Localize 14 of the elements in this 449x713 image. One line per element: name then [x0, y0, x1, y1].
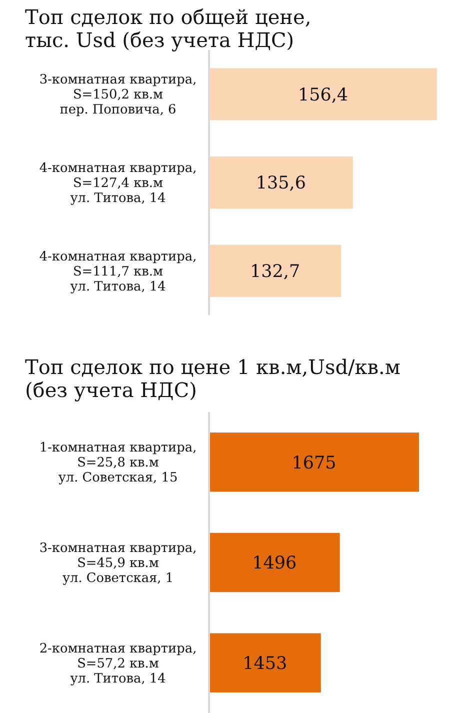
data-label: 135,6	[256, 174, 306, 194]
y-tick-label: 4-комнатная квартира, S=111,7 кв.м ул. Титова, 14	[39, 249, 197, 294]
y-tick-label: 1-комнатная квартира, S=25,8 кв.м ул. Советская, 15	[39, 440, 197, 486]
data-label: 1675	[292, 453, 336, 474]
y-tick-label: 3-комнатная квартира, S=45,9 кв.м ул. Советская, 1	[39, 541, 197, 586]
y-tick-label: 3-комнатная квартира, S=150,2 кв.м пер. Поповича, 6	[39, 72, 197, 118]
chart-title: Топ сделок по цене 1 кв.м,Usd/кв.м (без учета НДС)	[25, 355, 400, 402]
data-label: 156,4	[298, 85, 348, 106]
y-tick-label: 2-комнатная квартира, S=57,2 кв.м ул. Титова, 14	[39, 641, 197, 686]
data-label: 1453	[242, 654, 288, 674]
chart-title: Топ сделок по общей цене, тыс. Usd (без учета НДС)	[25, 5, 312, 52]
y-tick-label: 4-комнатная квартира, S=127,4 кв.м ул. Титова, 14	[39, 161, 197, 206]
data-label: 132,7	[250, 262, 300, 282]
data-label: 1496	[252, 554, 297, 574]
